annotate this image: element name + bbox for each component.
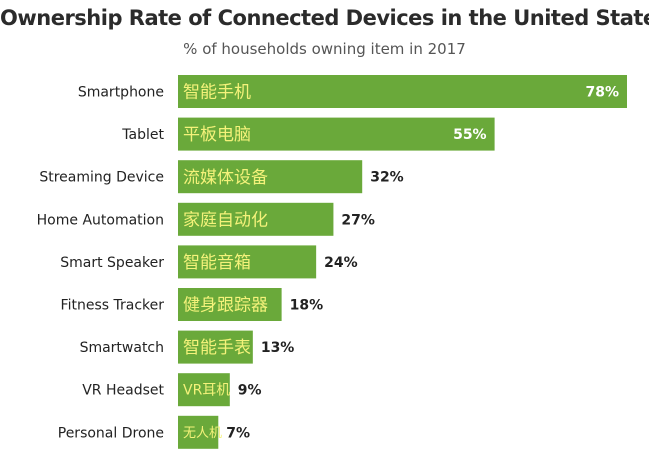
value-label: 9% — [238, 383, 262, 399]
bar-smartwatch — [178, 330, 253, 364]
category-label: Smart Speaker — [60, 255, 164, 271]
value-label: 7% — [226, 425, 250, 441]
bar-smart-speaker — [178, 245, 317, 279]
value-label: 32% — [370, 170, 404, 186]
bar-tablet — [178, 117, 495, 151]
category-label-zh: 流媒体设备 — [183, 168, 268, 188]
chart-subtitle: % of households owning item in 2017 — [183, 40, 466, 58]
category-label: Home Automation — [37, 212, 164, 228]
value-label: 18% — [290, 298, 324, 314]
category-label-zh: VR耳机 — [183, 383, 230, 399]
category-label: Fitness Tracker — [61, 298, 165, 314]
value-label: 24% — [324, 255, 358, 271]
category-label: Tablet — [121, 127, 164, 143]
bar-fitness-tracker — [178, 288, 282, 321]
chart-title: Ownership Rate of Connected Devices in t… — [0, 6, 649, 30]
bar-personal-drone — [178, 415, 219, 449]
category-label-zh: 智能手表 — [183, 338, 251, 358]
category-label-zh: 家庭自动化 — [183, 210, 268, 230]
category-label-zh: 无人机 — [183, 426, 222, 441]
bar-streaming-device — [178, 160, 363, 194]
value-label: 27% — [341, 212, 375, 228]
value-label: 78% — [585, 85, 619, 101]
value-label: 55% — [453, 127, 487, 143]
category-label-zh: 平板电脑 — [183, 125, 251, 145]
bar-vr-headset — [178, 373, 230, 407]
value-label: 13% — [261, 340, 295, 356]
category-label-zh: 健身跟踪器 — [183, 296, 268, 316]
category-label: Smartwatch — [80, 340, 164, 356]
bar-smartphone — [178, 75, 627, 108]
category-label: Personal Drone — [58, 425, 164, 441]
category-label-zh: 智能音箱 — [183, 253, 251, 273]
category-label: Streaming Device — [39, 170, 164, 186]
category-label: VR Headset — [82, 383, 164, 399]
bar-home-automation — [178, 202, 334, 236]
category-label: Smartphone — [78, 85, 164, 101]
category-label-zh: 智能手机 — [183, 83, 251, 103]
